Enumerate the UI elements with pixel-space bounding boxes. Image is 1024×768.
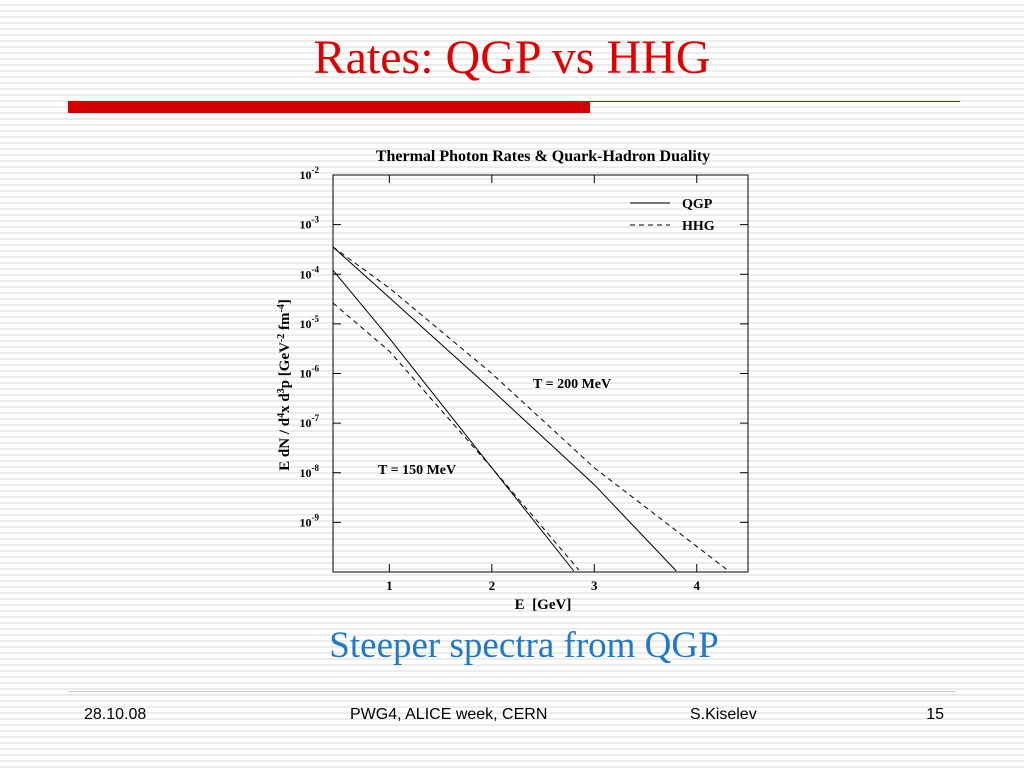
legend: QGP HHG xyxy=(630,197,715,234)
x-tick-label: 2 xyxy=(489,578,496,593)
legend-label-hhg: HHG xyxy=(682,219,715,234)
annotation-t200: T = 200 MeV xyxy=(533,377,611,392)
y-tick-label: 10-2 xyxy=(300,165,320,182)
legend-label-qgp: QGP xyxy=(682,197,713,212)
x-tick-label: 3 xyxy=(591,578,598,593)
footer-event: PWG4, ALICE week, CERN xyxy=(350,706,548,723)
y-tick-label: 10-7 xyxy=(300,413,320,430)
y-tick-label: 10-4 xyxy=(300,264,320,281)
annotation-t150: T = 150 MeV xyxy=(378,463,456,478)
footer-date: 28.10.08 xyxy=(84,706,147,723)
series-line-hhg-t150 xyxy=(332,302,580,571)
series-lines xyxy=(332,246,728,572)
series-line-qgp-t200 xyxy=(332,246,677,572)
footer-author: S.Kiselev xyxy=(690,706,757,723)
y-tick-label: 10-8 xyxy=(300,463,320,480)
y-axis-ticks: 10-2 10-3 10-4 10-5 10-6 10-7 10-8 10-9 xyxy=(300,165,748,529)
y-tick-label: 10-5 xyxy=(300,314,320,331)
x-axis-label: E [GeV] xyxy=(515,597,572,613)
y-tick-label: 10-3 xyxy=(300,215,320,232)
y-axis-label: E dN / d4x d3p [GeV-2 fm-4] xyxy=(276,299,294,471)
x-axis-ticks: 1 2 3 4 xyxy=(386,175,701,593)
footer-rule xyxy=(68,691,956,692)
title-rule xyxy=(590,101,960,102)
slide-title: Rates: QGP vs HHG xyxy=(313,31,711,84)
series-line-qgp-t150 xyxy=(332,269,575,572)
y-tick-label: 10-9 xyxy=(300,512,320,529)
plot-frame xyxy=(332,174,749,573)
x-tick-label: 1 xyxy=(386,578,393,593)
x-tick-label: 4 xyxy=(694,578,701,593)
footer-page-number: 15 xyxy=(926,706,944,723)
title-accent-bar xyxy=(68,101,590,113)
slide-subtitle: Steeper spectra from QGP xyxy=(329,625,719,666)
series-line-hhg-t200 xyxy=(332,246,728,571)
y-tick-label: 10-6 xyxy=(300,364,320,381)
chart-title: Thermal Photon Rates & Quark-Hadron Dual… xyxy=(376,148,710,165)
